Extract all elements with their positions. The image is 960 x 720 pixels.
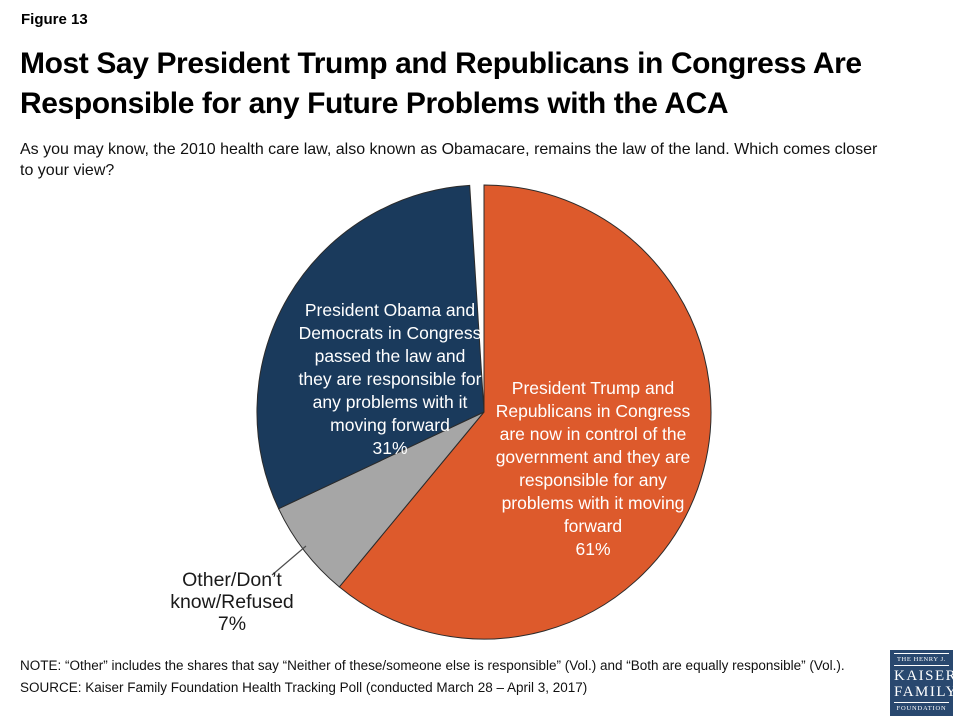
kff-logo: THE HENRY J. KAISER FAMILY FOUNDATION — [890, 650, 958, 716]
slice-label-obama-democrats: President Obama and Democrats in Congres… — [265, 276, 515, 483]
figure-number: Figure 13 — [21, 11, 88, 28]
source-text: SOURCE: Kaiser Family Foundation Health … — [20, 680, 588, 695]
page-subtitle: As you may know, the 2010 health care la… — [20, 141, 878, 179]
kff-logo-line3: FAMILY — [894, 684, 958, 700]
slice-value-obama: 31% — [372, 438, 408, 458]
pie-slice-trump-republicans — [338, 184, 712, 640]
slice-label-other: Other/Don’t know/Refused 7% — [142, 547, 322, 657]
slice-value-trump: 61% — [575, 539, 611, 559]
slice-label-trump-text: President Trump and Republicans in Congr… — [495, 378, 691, 536]
pie-slices — [256, 184, 712, 640]
kff-logo-line1: THE HENRY J. — [894, 653, 949, 666]
pie-slice-obama-democrats — [256, 184, 485, 510]
kff-logo-line4: FOUNDATION — [894, 702, 949, 712]
slice-label-obama-text: President Obama and Democrats in Congres… — [298, 300, 482, 435]
page-title: Most Say President Trump and Republicans… — [20, 47, 862, 120]
note-text: NOTE: “Other” includes the shares that s… — [20, 658, 845, 673]
slice-label-other-text: Other/Don’t know/Refused — [170, 569, 294, 613]
slice-label-trump-republicans: President Trump and Republicans in Congr… — [478, 354, 708, 584]
slice-value-other: 7% — [217, 613, 247, 635]
leader-line-other — [271, 545, 307, 576]
footer: NOTE: “Other” includes the shares that s… — [20, 655, 880, 699]
kff-logo-line2: KAISER — [894, 668, 958, 684]
